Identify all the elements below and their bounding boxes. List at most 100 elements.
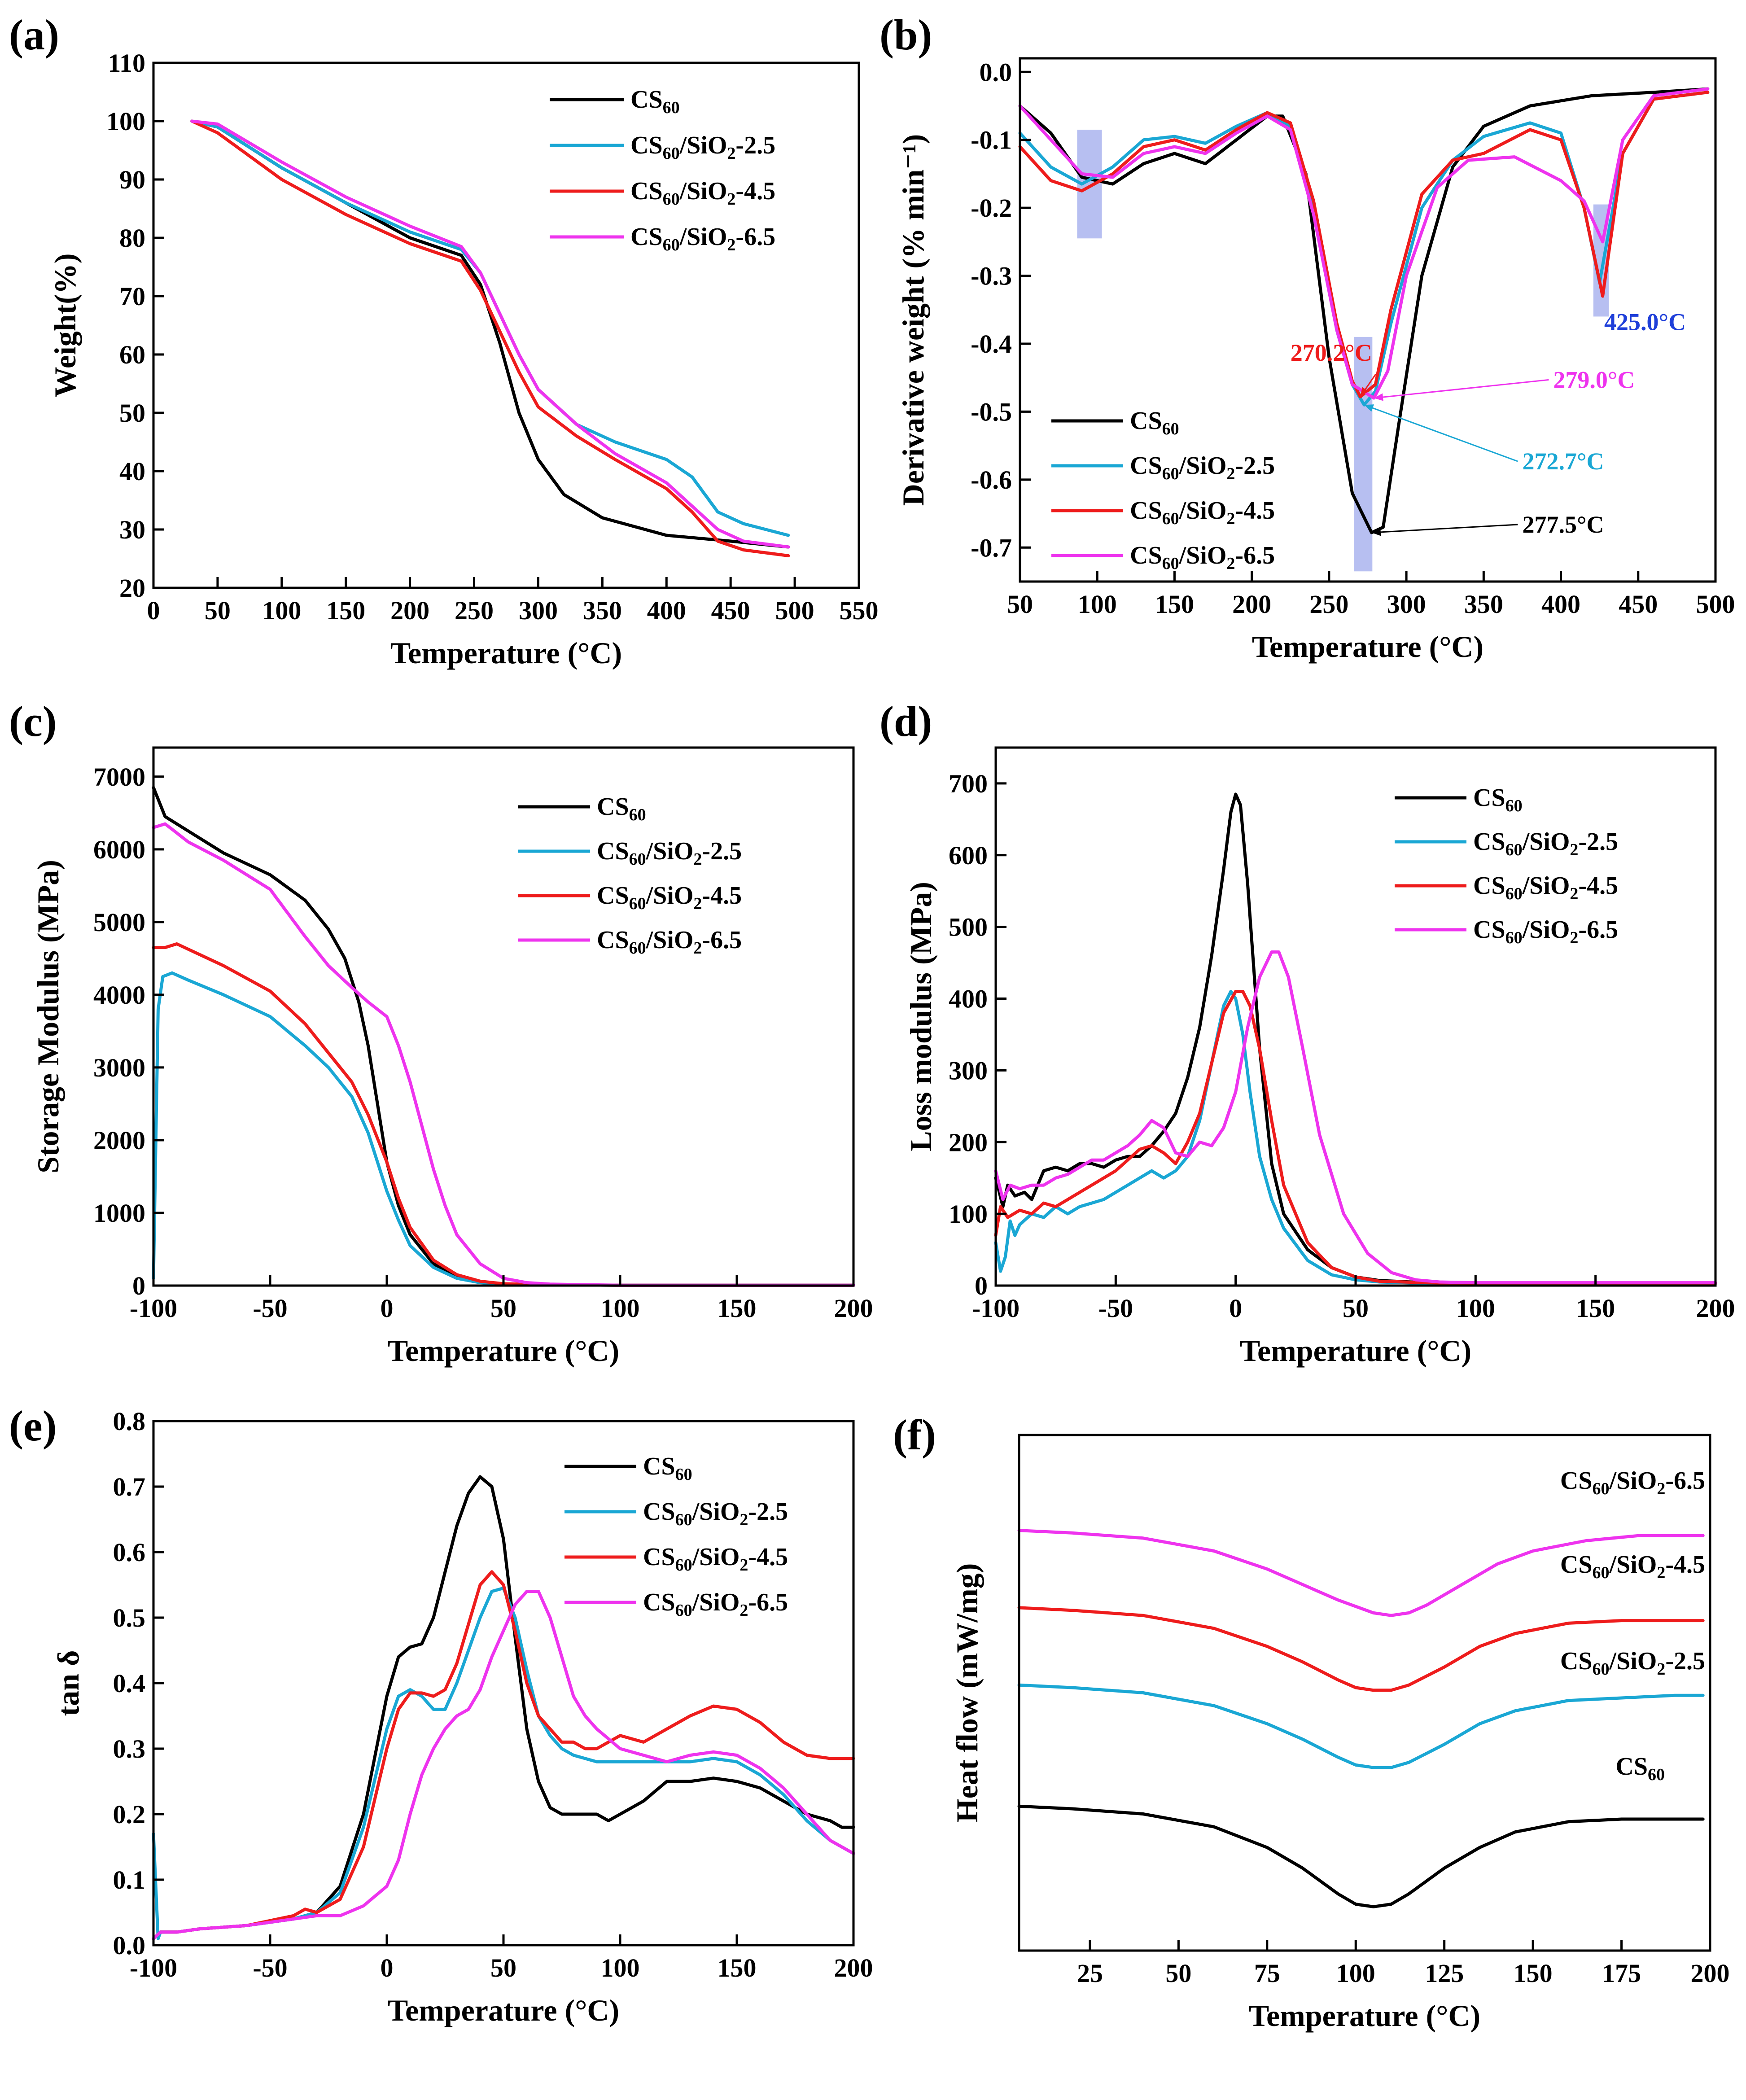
legend-label-part: 2 — [727, 144, 735, 163]
x-tick-label: 250 — [1309, 590, 1348, 619]
y-tick-label: 6000 — [93, 835, 145, 864]
panel-e: -100 -50 0 50 100 150 200 0.0 0.1 0.2 0.3 0.4 0.5 0.6… — [51, 1407, 873, 2027]
legend-label-part: 2 — [1657, 1563, 1665, 1582]
x-tick-label: 0 — [1229, 1294, 1242, 1323]
legend-label: CS60/SiO2-2.5 — [630, 131, 775, 163]
legend-label-part: CS — [597, 837, 629, 865]
series-line-CS60-SiO2-4.5 — [994, 990, 1717, 1285]
x-tick-label: 450 — [1619, 590, 1658, 619]
annotation-arrowhead — [1360, 387, 1369, 397]
y-tick-label: 20 — [119, 573, 145, 603]
legend-label-part: 60 — [663, 98, 680, 117]
annotation-label: 270.2°C — [1291, 339, 1372, 366]
series-line-CS60-SiO2-2.5 — [1017, 1683, 1705, 1769]
x-tick-label: 100 — [1078, 590, 1117, 619]
x-tick-label: 75 — [1254, 1959, 1280, 1988]
legend-label: CS60/SiO2-2.5 — [597, 837, 742, 869]
y-axis-label: Heat flow (mW/mg) — [950, 1563, 984, 1823]
panel-b: 50 100 150 200 250 300 350 400 450 500 0.0 -0.1 -0.2… — [896, 57, 1735, 664]
legend-label: CS60 — [1615, 1753, 1665, 1784]
x-tick-label: 300 — [519, 596, 558, 625]
panel-label: (b) — [880, 11, 932, 59]
legend-label-part: CS — [1473, 784, 1505, 812]
y-tick-label: 0.4 — [113, 1669, 146, 1698]
legend-label-part: 60 — [1505, 884, 1523, 903]
legend-label-part: CS — [1560, 1647, 1593, 1675]
x-tick-label: 350 — [1464, 590, 1503, 619]
x-tick-label: 100 — [601, 1953, 640, 1982]
legend-label-part: CS — [1130, 497, 1162, 525]
y-tick-label: 0.1 — [113, 1865, 146, 1894]
x-tick-label: 200 — [834, 1294, 873, 1323]
legend-label-part: CS — [630, 131, 663, 159]
x-tick-label: 500 — [1696, 590, 1735, 619]
legend-label-part: 60 — [675, 1556, 692, 1575]
legend-label-part: -2.5 — [735, 131, 775, 159]
legend-label-part: /SiO — [1609, 1467, 1657, 1495]
legend-label-part: /SiO — [692, 1543, 740, 1571]
legend-label: CS60 — [630, 86, 680, 117]
legend-label-part: CS — [643, 1498, 675, 1526]
y-tick-label: 600 — [949, 841, 988, 870]
y-tick-label: 50 — [119, 398, 145, 428]
legend-label-part: 60 — [675, 1510, 692, 1529]
y-tick-label: 80 — [119, 223, 145, 253]
legend-label-part: 60 — [1593, 1660, 1610, 1679]
legend-label: CS60/SiO2-6.5 — [1560, 1467, 1705, 1498]
legend-label-part: -6.5 — [1665, 1467, 1705, 1495]
y-tick-label: 0.5 — [113, 1603, 146, 1632]
x-tick-label: 150 — [1576, 1294, 1615, 1323]
legend: CS60CS60/SiO2-2.5CS60/SiO2-4.5CS60/SiO2-… — [550, 86, 775, 254]
x-tick-label: 150 — [718, 1953, 757, 1982]
y-axis-label: tan δ — [51, 1650, 85, 1716]
legend-label: CS60/SiO2-2.5 — [1130, 452, 1275, 483]
legend-label-part: 60 — [1162, 509, 1179, 528]
y-tick-label: 2000 — [93, 1126, 145, 1155]
legend-label-part: 2 — [1657, 1479, 1665, 1498]
x-tick-label: 550 — [840, 596, 879, 625]
x-tick-label: 150 — [326, 596, 365, 625]
x-tick-label: 50 — [490, 1953, 516, 1982]
y-tick-label: 400 — [949, 984, 988, 1014]
x-tick-label: 200 — [1696, 1294, 1735, 1323]
legend-label-part: CS — [630, 86, 663, 114]
x-tick-label: 400 — [647, 596, 686, 625]
legend-label-part: /SiO — [646, 837, 694, 865]
legend-label-part: 2 — [740, 1510, 748, 1529]
legend-label-part: 60 — [629, 805, 646, 824]
x-tick-label: 400 — [1541, 590, 1580, 619]
y-tick-label: 90 — [119, 165, 145, 194]
legend-label-part: 2 — [1570, 928, 1578, 947]
legend: CS60CS60/SiO2-2.5CS60/SiO2-4.5CS60/SiO2-… — [518, 793, 742, 958]
series-line-CS60-SiO2-2.5 — [994, 990, 1717, 1285]
legend: CS60CS60/SiO2-2.5CS60/SiO2-4.5CS60/SiO2-… — [1051, 407, 1275, 573]
legend-label-part: /SiO — [1179, 452, 1227, 480]
legend-label-part: /SiO — [692, 1498, 740, 1526]
x-tick-label: 50 — [490, 1294, 516, 1323]
legend-label: CS60/SiO2-6.5 — [1473, 916, 1618, 947]
y-tick-label: 30 — [119, 515, 145, 544]
legend-label: CS60/SiO2-6.5 — [597, 926, 742, 958]
legend-label: CS60/SiO2-2.5 — [1560, 1647, 1705, 1679]
x-tick-label: 125 — [1425, 1959, 1464, 1988]
plot-frame — [152, 61, 860, 589]
legend-label-part: CS — [1130, 542, 1162, 569]
panel-c: -100 -50 0 50 100 150 200010002000300040005000… — [31, 746, 873, 1368]
legend-label-part: -4.5 — [748, 1543, 788, 1571]
legend-label-part: -4.5 — [1578, 872, 1618, 900]
series-line-CS60-SiO2-6.5 — [1018, 87, 1710, 400]
series-line-CS60-SiO2-6.5 — [994, 950, 1717, 1285]
x-tick-label: 25 — [1077, 1959, 1103, 1988]
legend-label-part: -2.5 — [1578, 828, 1618, 856]
legend-label-part: 60 — [663, 190, 680, 209]
legend-label: CS60/SiO2-4.5 — [1473, 872, 1618, 903]
x-tick-label: 50 — [205, 596, 231, 625]
legend-label-part: 60 — [663, 144, 680, 163]
legend-label-part: CS — [1473, 828, 1505, 856]
legend-label-part: 2 — [1226, 464, 1235, 483]
legend-label-part: /SiO — [1522, 828, 1570, 856]
y-tick-label: 40 — [119, 457, 145, 486]
series-line-CS60-SiO2-6.5 — [1017, 1529, 1705, 1617]
x-axis-label: Temperature (°C) — [1249, 1999, 1480, 2033]
legend-label: CS60/SiO2-6.5 — [1130, 542, 1275, 573]
